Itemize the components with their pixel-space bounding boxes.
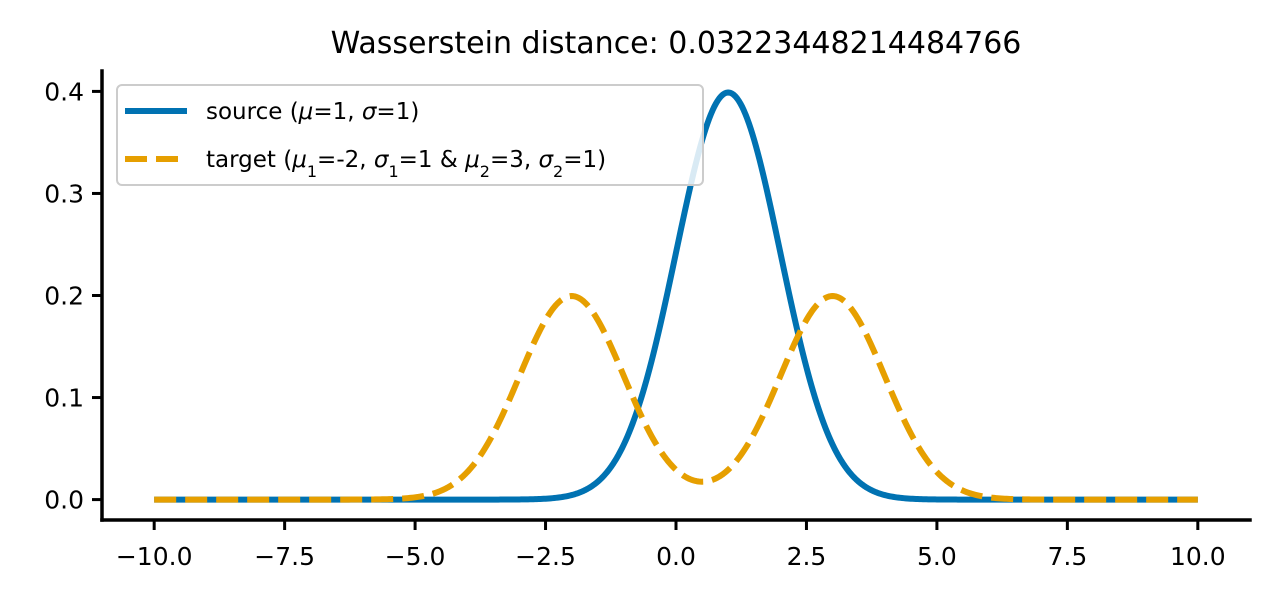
y-tick-label: 0.4 xyxy=(44,77,84,106)
x-tick-label: 10.0 xyxy=(1170,542,1226,571)
x-tick-label: −7.5 xyxy=(254,542,315,571)
legend: source (μ=1, σ=1) target (μ1=-2, σ1=1 & μ… xyxy=(116,84,704,186)
x-tick-label: −2.5 xyxy=(515,542,576,571)
y-tick-label: 0.3 xyxy=(44,179,84,208)
x-tick-label: −10.0 xyxy=(116,542,193,571)
x-tick-label: 0.0 xyxy=(656,542,696,571)
x-tick-label: −5.0 xyxy=(385,542,446,571)
y-tick-label: 0.2 xyxy=(44,282,84,311)
legend-label-1: source (μ=1, σ=1) xyxy=(206,99,419,125)
series-line-2 xyxy=(152,293,1200,503)
y-tick-label: 0.1 xyxy=(44,384,84,413)
y-tick-label: 0.0 xyxy=(44,486,84,515)
series-layer xyxy=(152,89,1200,503)
x-tick-label: 7.5 xyxy=(1047,542,1087,571)
x-tick-label: 5.0 xyxy=(917,542,957,571)
legend-box xyxy=(116,84,704,186)
legend-label-2: target (μ1=-2, σ1=1 & μ2=3, σ2=1) xyxy=(206,147,606,181)
x-tick-label: 2.5 xyxy=(787,542,827,571)
axes: −10.0 −7.5 −5.0 −2.5 0.0 2.5 5.0 7.5 10.0 0.0 0.1 0… xyxy=(44,69,1252,571)
chart-title: Wasserstein distance: 0.0322344821448476… xyxy=(331,26,1022,61)
